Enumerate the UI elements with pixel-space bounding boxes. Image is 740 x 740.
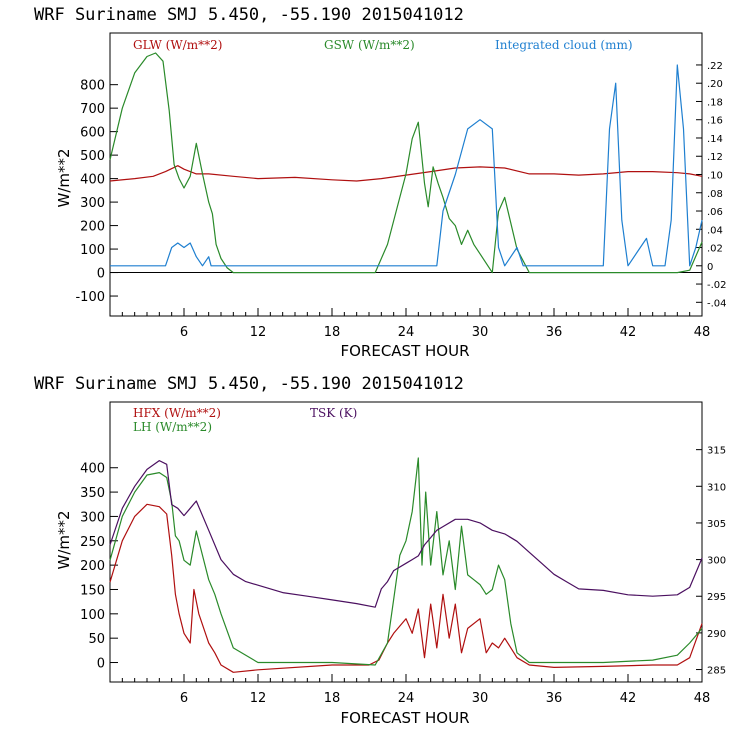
- bottom-y-tick-label: 350: [80, 486, 105, 501]
- top-y-tick-label: 300: [80, 196, 105, 211]
- top-y-tick-label: 500: [80, 149, 105, 164]
- bottom-y-tick-label: 200: [80, 559, 105, 574]
- legend-gsw: GSW (W/m**2): [324, 38, 415, 52]
- top-x-axis-label: FORECAST HOUR: [340, 342, 469, 360]
- panel-top: WRF Suriname SMJ 5.450, -55.190 20150410…: [34, 5, 727, 360]
- bottom-y-tick-label: 0: [97, 657, 105, 672]
- top-x-tick-label: 36: [546, 325, 563, 340]
- bottom-right-tick-label: 315: [707, 446, 726, 457]
- bottom-x-tick-label: 36: [546, 691, 563, 706]
- top-y-tick-label: 600: [80, 126, 105, 141]
- top-y-tick-label: 700: [80, 102, 105, 117]
- top-x-tick-label: 12: [250, 325, 267, 340]
- bottom-right-tick-label: 300: [707, 556, 726, 567]
- top-y-tick-label: 100: [80, 243, 105, 258]
- bottom-x-tick-label: 30: [472, 691, 489, 706]
- top-y-tick-label: 800: [80, 79, 105, 94]
- top-axes: 6 12 18 24 30 36 42 48 -100 0 100 200 300 400 500 600 70…: [75, 61, 726, 340]
- legend-tsk: TSK (K): [310, 406, 357, 420]
- bottom-chart-title: WRF Suriname SMJ 5.450, -55.190 20150410…: [34, 374, 464, 394]
- top-y-tick-label: 400: [80, 173, 105, 188]
- top-chart-title: WRF Suriname SMJ 5.450, -55.190 20150410…: [34, 5, 464, 25]
- top-right-tick-label: .20: [707, 79, 723, 90]
- top-x-tick-label: 48: [694, 325, 711, 340]
- bottom-y-axis-label: W/m**2: [55, 510, 73, 569]
- bottom-x-tick-label: 18: [324, 691, 341, 706]
- top-right-tick-label: .02: [707, 244, 723, 255]
- bottom-x-tick-label: 12: [250, 691, 267, 706]
- top-right-tick-label: .16: [707, 116, 723, 127]
- bottom-series-hfx-line: [109, 503, 703, 673]
- top-right-tick-label: .08: [707, 189, 723, 200]
- bottom-y-tick-label: 300: [80, 510, 105, 525]
- top-right-tick-label: .06: [707, 207, 723, 218]
- top-series-cloud-line: [110, 64, 703, 267]
- bottom-right-tick-label: 295: [707, 592, 726, 603]
- top-x-tick-label: 24: [398, 325, 415, 340]
- bottom-x-axis-label: FORECAST HOUR: [340, 709, 469, 727]
- top-series-gsw-line: [109, 52, 703, 274]
- top-series: [109, 52, 703, 274]
- top-right-tick-label: .10: [707, 171, 723, 182]
- legend-glw: GLW (W/m**2): [133, 38, 222, 52]
- top-right-tick-label: -.04: [707, 298, 727, 309]
- bottom-axes: 6 12 18 24 30 36 42 48 0 50 100 150 200 250 300 350 400 2…: [80, 446, 726, 706]
- bottom-right-tick-label: 290: [707, 629, 726, 640]
- legend-hfx: HFX (W/m**2): [133, 406, 221, 420]
- top-series-glw-line: [109, 165, 703, 182]
- top-right-tick-label: .14: [707, 134, 723, 145]
- top-y-tick-label: 0: [97, 267, 105, 282]
- bottom-x-tick-label: 48: [694, 691, 711, 706]
- top-right-tick-label: .12: [707, 152, 723, 163]
- bottom-x-tick-label: 6: [180, 691, 188, 706]
- bottom-y-tick-label: 100: [80, 608, 105, 623]
- bottom-series-tsk-line: [109, 460, 703, 608]
- bottom-x-tick-label: 24: [398, 691, 415, 706]
- top-y-tick-label: -100: [75, 290, 105, 305]
- top-x-tick-label: 42: [620, 325, 637, 340]
- top-y-axis-label: W/m**2: [55, 148, 73, 207]
- top-right-tick-label: .04: [707, 225, 723, 236]
- bottom-right-tick-label: 305: [707, 519, 726, 530]
- top-right-tick-label: 0: [707, 262, 713, 273]
- legend-cloud: Integrated cloud (mm): [495, 38, 633, 52]
- bottom-y-tick-label: 250: [80, 535, 105, 550]
- bottom-right-tick-label: 285: [707, 666, 726, 677]
- top-x-tick-label: 18: [324, 325, 341, 340]
- top-x-tick-label: 6: [180, 325, 188, 340]
- legend-lh: LH (W/m**2): [133, 420, 212, 434]
- bottom-series-lh-line: [109, 457, 703, 666]
- bottom-series: [109, 457, 703, 673]
- bottom-right-tick-label: 310: [707, 482, 726, 493]
- bottom-y-tick-label: 150: [80, 583, 105, 598]
- bottom-x-tick-label: 42: [620, 691, 637, 706]
- top-y-tick-label: 200: [80, 220, 105, 235]
- bottom-y-tick-label: 400: [80, 462, 105, 477]
- panel-bottom: WRF Suriname SMJ 5.450, -55.190 20150410…: [34, 374, 726, 727]
- top-x-tick-label: 30: [472, 325, 489, 340]
- top-right-tick-label: -.02: [707, 280, 727, 291]
- top-right-tick-label: .18: [707, 97, 723, 108]
- top-right-tick-label: .22: [707, 61, 723, 72]
- bottom-y-tick-label: 50: [88, 632, 105, 647]
